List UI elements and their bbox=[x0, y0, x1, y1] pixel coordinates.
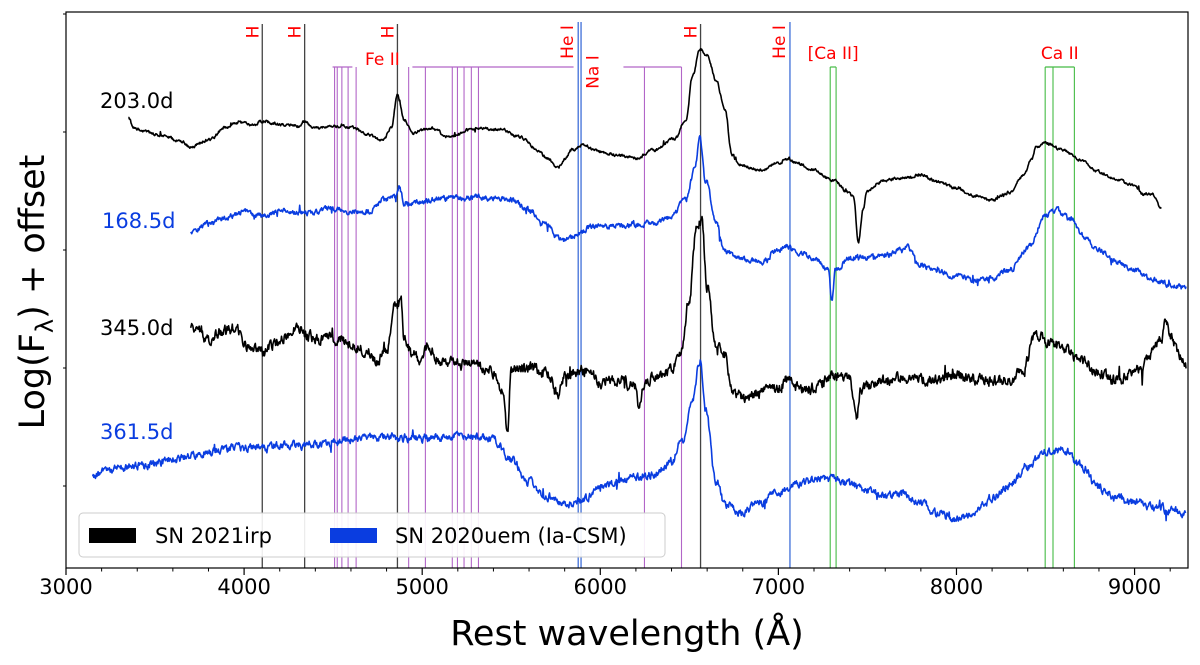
legend-swatch-2020uem bbox=[330, 528, 377, 543]
x-tick-label: 4000 bbox=[217, 575, 270, 599]
line-id-label-fe-ii: Fe II bbox=[365, 50, 400, 70]
phase-label-203-0d: 203.0d bbox=[100, 89, 173, 113]
line-id-label-h: H bbox=[378, 26, 398, 39]
x-tick-label: 7000 bbox=[752, 575, 805, 599]
line-id-label-ca-ii: Ca II bbox=[1041, 44, 1079, 64]
line-id-label-h: H bbox=[682, 26, 702, 39]
y-axis-label: Log(Fλ) + offset bbox=[13, 155, 59, 430]
phase-label-345-0d: 345.0d bbox=[100, 316, 173, 340]
spectrum-sn-2020uem-ia-csm-168-5d bbox=[190, 135, 1187, 301]
spectrum-sn-2020uem-ia-csm-361-5d bbox=[91, 359, 1187, 523]
line-id-label-ca-ii: [Ca II] bbox=[808, 44, 859, 64]
line-id-label-h: H bbox=[286, 26, 306, 39]
line-identifications: H H H H He I He I Na I Fe II [Ca II] Ca II bbox=[243, 22, 1079, 568]
line-id-label-he-i: He I bbox=[558, 25, 578, 59]
plot-frame bbox=[65, 11, 1189, 569]
legend: SN 2021irp SN 2020uem (Ia-CSM) bbox=[78, 512, 666, 558]
x-tick-label: 9000 bbox=[1108, 575, 1161, 599]
legend-label-2021irp: SN 2021irp bbox=[155, 524, 272, 548]
legend-swatch-2021irp bbox=[89, 528, 136, 543]
line-id-label-h: H bbox=[243, 26, 263, 39]
x-tick-label: 8000 bbox=[930, 575, 983, 599]
spectrum-sn-2021irp-345-0d bbox=[189, 215, 1187, 433]
legend-label-2020uem: SN 2020uem (Ia-CSM) bbox=[395, 524, 627, 548]
x-tick-label: 5000 bbox=[395, 575, 448, 599]
spectra-series bbox=[91, 47, 1187, 523]
y-axis-label-subscript: λ bbox=[31, 319, 59, 333]
y-axis-label-tail: ) + offset bbox=[13, 155, 53, 319]
line-id-label-na-i: Na I bbox=[584, 55, 604, 89]
y-axis-label-main: Log(F bbox=[13, 333, 53, 429]
x-tick-label: 6000 bbox=[574, 575, 627, 599]
axes: 3000 4000 5000 6000 7000 8000 9000 bbox=[39, 13, 1171, 599]
spectrum-sn-2021irp-203-0d bbox=[128, 47, 1162, 244]
line-id-label-he-i: He I bbox=[770, 25, 790, 59]
phase-label-361-5d: 361.5d bbox=[100, 420, 173, 444]
phase-labels: 203.0d 168.5d 345.0d 361.5d bbox=[100, 89, 175, 444]
x-axis-label: Rest wavelength (Å) bbox=[450, 611, 804, 654]
phase-label-168-5d: 168.5d bbox=[102, 209, 175, 233]
x-tick-label: 3000 bbox=[39, 575, 92, 599]
